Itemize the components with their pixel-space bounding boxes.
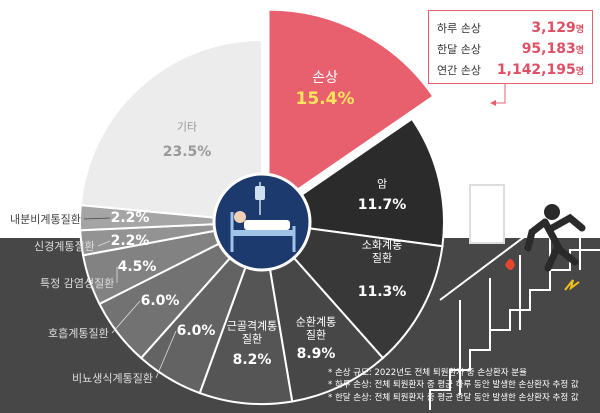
summary-label: 연간 손상 (437, 64, 481, 77)
summary-label: 하루 손상 (437, 22, 481, 35)
pie-slice (267, 8, 435, 212)
slice-label: 호흡계통질환 (48, 327, 109, 340)
value-label: 11.7% (357, 196, 407, 213)
value-label: 8.2% (232, 351, 272, 368)
leader-line (111, 300, 141, 334)
slice-label: 내분비계통질환 (10, 213, 81, 226)
falling-person (505, 204, 586, 291)
summary-unit: 명 (575, 25, 584, 35)
value-label: 6.0% (140, 292, 180, 309)
value-label: 23.5% (162, 143, 212, 160)
summary-value-wrap: 1,142,195명 (497, 59, 584, 78)
slice-label: 암 (376, 177, 388, 191)
footnote: * 한달 손상: 전체 퇴원환자 중 평균 한달 동안 발생한 손상환자 추정 … (328, 392, 579, 403)
center-icon (212, 172, 312, 272)
summary-value-wrap: 3,129명 (531, 17, 584, 36)
summary-unit: 명 (575, 46, 584, 56)
slice-label: 소화계통 질환 (361, 238, 403, 264)
summary-value: 95,183 (521, 41, 576, 57)
footnotes: * 손상 규모: 2022년도 전체 퇴원환자 중 손상환자 분율 * 하루 손상… (328, 367, 579, 404)
slice-label: 기타 (176, 120, 198, 134)
summary-value: 3,129 (531, 20, 576, 36)
summary-value: 1,142,195 (496, 62, 576, 78)
slice-label: 손상 (312, 69, 338, 86)
summary-label: 한달 손상 (437, 43, 481, 56)
value-label: 11.3% (357, 283, 407, 300)
slice-label: 신경계통질환 (34, 240, 95, 253)
pie-slice (259, 220, 444, 360)
value-label: 2.2% (110, 209, 150, 226)
slice-label: 순환계통 질환 (295, 315, 337, 341)
summary-row: 하루 손상 3,129명 (437, 17, 584, 38)
summary-unit: 명 (575, 67, 584, 77)
value-label: 4.5% (117, 258, 157, 275)
value-label: 2.2% (110, 232, 150, 249)
summary-row: 한달 손상 95,183명 (437, 38, 584, 59)
pie-slice (260, 218, 385, 403)
connector (492, 84, 506, 104)
slice-label: 비뇨생식계통질환 (72, 372, 153, 385)
summary-value-wrap: 95,183명 (522, 38, 584, 57)
summary-row: 연간 손상 1,142,195명 (437, 59, 584, 80)
slice-label: 특정 감염성질환 (40, 277, 115, 290)
stairs-illustration (429, 179, 600, 410)
footnote: * 손상 규모: 2022년도 전체 퇴원환자 중 손상환자 분율 (328, 368, 527, 378)
leader-line (83, 217, 111, 220)
value-label: 6.0% (176, 322, 216, 339)
footnote: * 하루 손상: 전체 퇴원환자 중 평균 하루 동안 발생한 손상환자 추정 … (328, 380, 579, 391)
value-label: 15.4% (295, 89, 355, 110)
value-label: 8.9% (296, 345, 336, 362)
slice-label: 근골격계통 질환 (226, 319, 278, 345)
pie-slice (79, 38, 263, 224)
injury-count-box: 하루 손상 3,129명 한달 손상 95,183명 연간 손상 1,142,195명 (428, 10, 593, 84)
leader-line (97, 240, 111, 247)
leader-line (155, 330, 177, 379)
connector-arrow (490, 100, 496, 106)
